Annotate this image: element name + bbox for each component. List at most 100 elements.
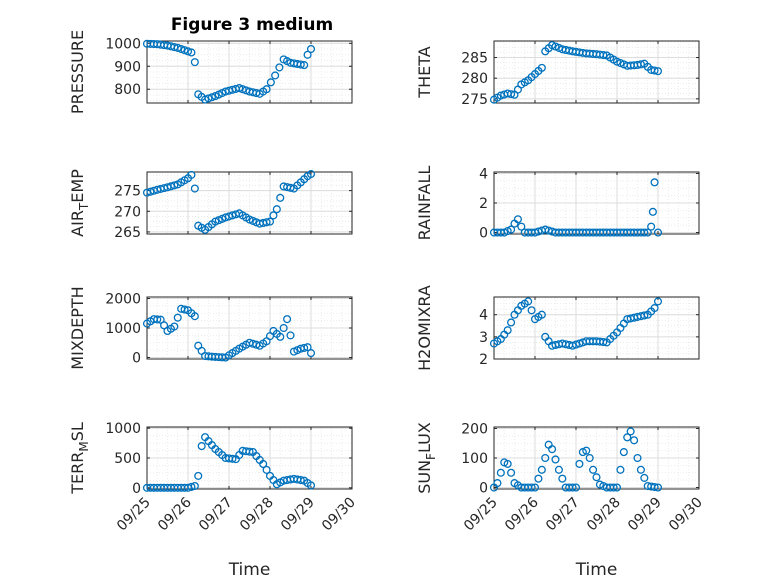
x-tick-label: 09/28 — [584, 495, 624, 535]
data-point — [153, 315, 162, 324]
data-point — [599, 337, 608, 347]
y-axis-label: AIRTEMP — [68, 169, 91, 237]
data-point — [650, 178, 659, 187]
data-point — [630, 436, 639, 445]
data-point — [537, 63, 546, 72]
subplot-4: 0 2 4 RAINFALL — [415, 166, 700, 242]
data-point — [571, 340, 581, 349]
data-point — [653, 297, 663, 306]
data-point — [507, 225, 516, 234]
data-point — [575, 459, 584, 468]
figure-title: Figure 3 medium — [171, 15, 333, 35]
y-tick-label: 0 — [132, 481, 141, 497]
axes-frame — [146, 171, 353, 235]
data-point — [619, 448, 628, 457]
data-point — [262, 85, 271, 94]
y-axis-label: PRESSURE — [68, 30, 87, 114]
y-tick-label: 1000 — [105, 421, 141, 437]
y-tick-label: 3 — [479, 330, 488, 346]
x-tick-label: 09/25 — [114, 495, 154, 535]
data-point — [582, 446, 591, 455]
x-tick-label: 09/27 — [543, 495, 583, 535]
x-tick-label: 09/28 — [237, 495, 277, 535]
data-point — [517, 222, 526, 231]
data-point — [300, 61, 309, 70]
data-point — [503, 326, 512, 335]
data-point — [269, 211, 278, 220]
x-tick-label: 09/26 — [155, 494, 195, 534]
data-point — [496, 468, 505, 477]
data-point — [204, 94, 213, 103]
y-tick-label: 1000 — [105, 36, 141, 52]
data-point — [653, 483, 663, 492]
data-point — [612, 483, 622, 492]
y-tick-label: 275 — [114, 184, 141, 200]
data-point — [537, 310, 546, 319]
data-point — [647, 222, 656, 231]
y-axis-label: H2OMIXRA — [415, 285, 434, 371]
data-point — [548, 445, 557, 454]
data-point — [259, 459, 268, 469]
data-point — [650, 66, 659, 75]
data-point — [187, 48, 196, 57]
data-point — [170, 322, 179, 331]
data-point — [207, 93, 216, 102]
y-tick-label: 0 — [132, 351, 141, 367]
data-point — [296, 476, 305, 485]
x-axis-label: Time — [575, 560, 618, 580]
data-point — [276, 332, 285, 341]
data-point — [568, 341, 577, 350]
data-point — [303, 50, 312, 59]
data-point — [279, 323, 288, 333]
data-point — [527, 483, 536, 492]
data-point — [160, 321, 169, 330]
axes-frame — [493, 296, 700, 360]
subplot-6: 2 3 4 H2OMIXRA — [415, 285, 700, 371]
data-point — [173, 43, 182, 52]
data-point — [306, 349, 316, 358]
data-point — [633, 453, 642, 463]
y-axis-label: THETA — [415, 46, 434, 98]
y-tick-label: 4 — [479, 166, 488, 182]
y-axis-label: MIXDEPTH — [68, 286, 87, 369]
data-point — [558, 474, 567, 483]
data-point — [648, 207, 657, 216]
data-point — [530, 483, 540, 492]
data-point — [194, 471, 203, 480]
data-point — [235, 84, 244, 93]
data-point — [585, 453, 594, 463]
y-tick-label: 2 — [479, 352, 488, 368]
y-tick-label: 4 — [479, 308, 488, 324]
data-point — [609, 483, 618, 492]
data-point — [238, 85, 247, 94]
data-point — [524, 297, 533, 306]
axes-frame — [493, 40, 700, 104]
data-point — [283, 315, 292, 324]
data-point — [640, 473, 649, 482]
data-point — [551, 455, 560, 464]
data-point — [183, 47, 193, 56]
y-axis-label: RAINFALL — [415, 166, 434, 241]
data-point — [507, 318, 516, 327]
data-point — [306, 481, 316, 490]
data-point — [190, 184, 199, 193]
y-tick-label: 280 — [461, 71, 488, 87]
data-point — [636, 465, 645, 474]
x-tick-label: 09/27 — [196, 495, 236, 535]
y-tick-label: 800 — [114, 82, 141, 98]
subplot-5: 0 1000 2000 MIXDEPTH — [68, 286, 353, 370]
y-tick-label: 900 — [114, 59, 141, 75]
data-point — [640, 228, 649, 237]
data-point — [190, 481, 199, 491]
y-tick-label: 285 — [461, 51, 488, 67]
y-tick-label: 265 — [114, 225, 141, 241]
y-axis-label: TERRMSL — [68, 422, 91, 495]
y-axis-label: SUNFLUX — [415, 422, 438, 494]
data-point — [187, 482, 196, 491]
data-point — [513, 215, 522, 224]
y-tick-label: 0 — [479, 226, 488, 242]
data-point — [177, 44, 186, 54]
data-point — [507, 468, 516, 477]
y-tick-label: 2000 — [105, 291, 141, 307]
data-point — [228, 454, 237, 463]
